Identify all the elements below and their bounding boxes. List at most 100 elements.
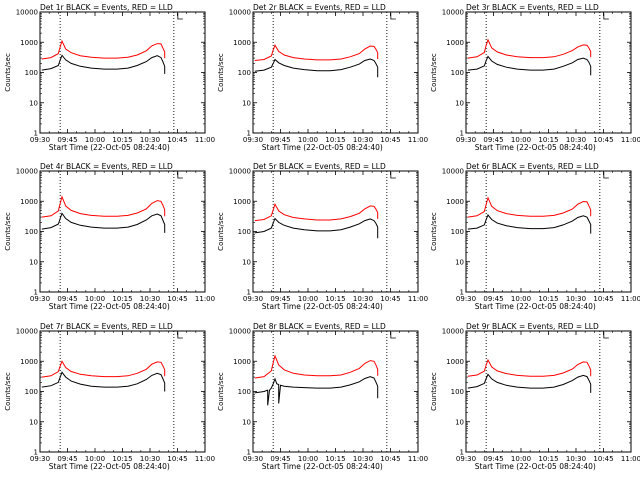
y-tick-label: 100: [25, 69, 38, 77]
y-tick-label: 1000: [446, 39, 464, 47]
y-tick-label: 1000: [233, 198, 251, 206]
y-tick-label: 1000: [20, 39, 38, 47]
x-tick-label: 10:30: [566, 136, 586, 144]
lld-series-line: [41, 360, 166, 378]
y-tick-label: 10000: [442, 328, 464, 336]
y-tick-label: 10000: [16, 9, 38, 17]
x-tick-label: 10:15: [112, 136, 132, 144]
x-tick-label: 10:15: [112, 295, 132, 303]
plot-frame: [252, 11, 419, 134]
x-tick-label: 09:30: [456, 295, 476, 303]
y-tick-label: 1: [247, 130, 251, 138]
end-marker: [390, 332, 396, 339]
y-tick-label: 1: [460, 130, 464, 138]
end-marker: [390, 172, 396, 179]
plot-title: Det 7r BLACK = Events, RED = LLD: [40, 322, 173, 331]
y-tick-label: 1: [460, 449, 464, 457]
x-tick-label: 10:45: [167, 295, 187, 303]
x-tick-label: 10:30: [566, 295, 586, 303]
y-tick-label: 10: [29, 418, 38, 426]
y-axis-label: Counts/sec: [4, 212, 12, 251]
x-tick-label: 10:00: [298, 455, 318, 463]
y-tick-label: 10: [29, 258, 38, 266]
plot-title: Det 9r BLACK = Events, RED = LLD: [466, 322, 599, 331]
plot-title: Det 8r BLACK = Events, RED = LLD: [253, 322, 386, 331]
y-axis-label: Counts/sec: [4, 53, 12, 92]
x-tick-label: 10:45: [167, 455, 187, 463]
events-series-line: [41, 212, 166, 233]
x-axis-label: Start Time (22-Oct-05 08:24:40): [475, 302, 596, 311]
x-tick-label: 11:00: [195, 455, 215, 463]
x-tick-label: 10:15: [325, 136, 345, 144]
x-axis-label: Start Time (22-Oct-05 08:24:40): [262, 462, 383, 471]
x-tick-label: 10:45: [593, 136, 613, 144]
x-tick-label: 09:45: [483, 295, 503, 303]
y-tick-label: 10000: [229, 328, 251, 336]
x-tick-label: 10:45: [380, 295, 400, 303]
x-tick-label: 10:15: [325, 455, 345, 463]
x-tick-label: 10:30: [140, 455, 160, 463]
events-series-line: [254, 58, 379, 78]
x-tick-label: 10:30: [353, 455, 373, 463]
y-tick-label: 10000: [16, 168, 38, 176]
y-tick-label: 1: [34, 449, 38, 457]
y-tick-label: 1000: [233, 358, 251, 366]
plot-title: Det 1r BLACK = Events, RED = LLD: [40, 3, 173, 12]
x-tick-label: 10:15: [112, 455, 132, 463]
detector-panel-4: Det 4r BLACK = Events, RED = LLD 1 10 100 10…: [4, 162, 215, 311]
x-tick-label: 09:30: [243, 455, 263, 463]
y-tick-label: 100: [25, 228, 38, 236]
plot-frame: [252, 170, 419, 293]
plot-frame: [252, 330, 419, 453]
y-axis-label: Counts/sec: [217, 372, 225, 411]
plot-title: Det 6r BLACK = Events, RED = LLD: [466, 162, 599, 171]
y-tick-label: 10: [242, 258, 251, 266]
x-tick-label: 11:00: [408, 136, 428, 144]
y-tick-label: 1: [247, 449, 251, 457]
detector-panel-9: Det 9r BLACK = Events, RED = LLD 1 10 100 10…: [430, 322, 640, 471]
x-tick-label: 10:15: [325, 295, 345, 303]
events-series-line: [254, 217, 379, 239]
x-tick-label: 09:30: [456, 136, 476, 144]
y-axis-label: Counts/sec: [430, 53, 438, 92]
x-tick-label: 10:45: [380, 455, 400, 463]
detector-panel-8: Det 8r BLACK = Events, RED = LLD 1 10 100 10…: [217, 322, 428, 471]
plot-frame: [39, 11, 206, 134]
x-tick-label: 09:30: [456, 455, 476, 463]
x-tick-label: 10:45: [167, 136, 187, 144]
x-tick-label: 11:00: [195, 295, 215, 303]
plot-frame: [465, 330, 632, 453]
lld-series-line: [41, 195, 166, 218]
y-tick-label: 1000: [233, 39, 251, 47]
y-tick-label: 10: [242, 418, 251, 426]
events-series-line: [254, 376, 379, 406]
events-series-line: [467, 55, 592, 76]
y-tick-label: 10000: [442, 9, 464, 17]
x-tick-label: 10:00: [511, 136, 531, 144]
x-tick-label: 10:00: [85, 136, 105, 144]
plot-title: Det 3r BLACK = Events, RED = LLD: [466, 3, 599, 12]
y-tick-label: 100: [238, 228, 251, 236]
x-tick-label: 10:00: [85, 295, 105, 303]
x-tick-label: 10:15: [538, 295, 558, 303]
x-tick-label: 11:00: [621, 455, 640, 463]
y-tick-label: 10000: [229, 168, 251, 176]
detector-panel-7: Det 7r BLACK = Events, RED = LLD 1 10 100 10…: [4, 322, 215, 471]
y-tick-label: 100: [451, 69, 464, 77]
x-tick-label: 09:45: [57, 455, 77, 463]
x-tick-label: 09:30: [243, 136, 263, 144]
detector-panel-3: Det 3r BLACK = Events, RED = LLD 1 10 100 10…: [430, 3, 640, 152]
detector-panel-2: Det 2r BLACK = Events, RED = LLD 1 10 100 10…: [217, 3, 428, 152]
plot-title: Det 4r BLACK = Events, RED = LLD: [40, 162, 173, 171]
y-tick-label: 1000: [20, 198, 38, 206]
x-tick-label: 10:45: [593, 455, 613, 463]
plot-frame: [465, 170, 632, 293]
end-marker: [603, 172, 609, 179]
y-tick-label: 1000: [446, 358, 464, 366]
x-tick-label: 09:45: [483, 455, 503, 463]
x-tick-label: 09:45: [270, 295, 290, 303]
plot-title: Det 5r BLACK = Events, RED = LLD: [253, 162, 386, 171]
y-tick-label: 10: [455, 99, 464, 107]
y-tick-label: 1: [34, 130, 38, 138]
